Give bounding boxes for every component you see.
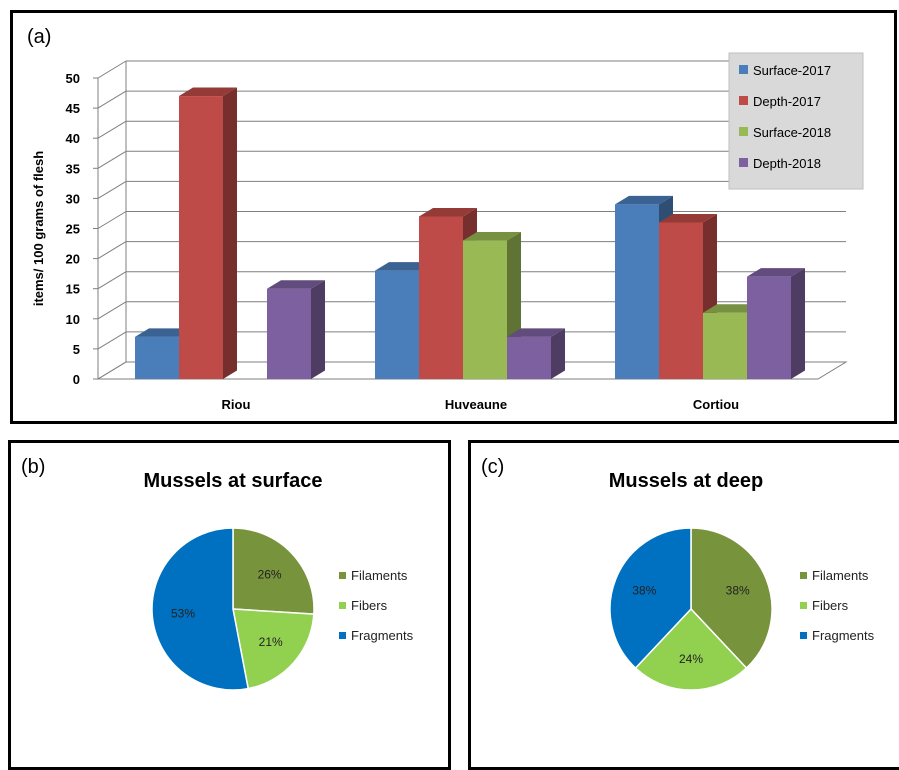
bar-side xyxy=(311,280,325,379)
legend-label: Fibers xyxy=(351,598,388,613)
bar-top xyxy=(375,262,433,271)
gridline-depth xyxy=(97,331,127,350)
legend-swatch xyxy=(739,65,748,74)
legend-label: Surface-2017 xyxy=(753,63,831,78)
bar-top xyxy=(747,268,805,277)
slice-label: 21% xyxy=(259,635,283,649)
gridline-depth xyxy=(97,60,127,79)
gridline-depth xyxy=(97,271,127,290)
gridline-depth xyxy=(97,301,127,320)
pie-slice xyxy=(232,527,315,615)
bar xyxy=(267,288,311,379)
bar-top xyxy=(615,195,673,205)
gridline-depth xyxy=(97,150,127,169)
legend-swatch xyxy=(739,127,748,136)
legend-swatch xyxy=(800,572,807,579)
bar xyxy=(615,204,659,379)
bar xyxy=(463,240,507,379)
bar xyxy=(375,270,419,379)
bar-top xyxy=(135,328,193,337)
panel-label: (b) xyxy=(21,456,45,478)
gridline-depth xyxy=(97,211,127,229)
legend-label: Fragments xyxy=(812,628,875,643)
bar-side xyxy=(551,328,565,379)
legend-label: Surface-2018 xyxy=(753,125,831,140)
legend-label: Filaments xyxy=(812,568,869,583)
pie-slice xyxy=(609,527,692,670)
legend-swatch xyxy=(800,602,807,609)
bar xyxy=(659,222,703,379)
legend-swatch xyxy=(339,602,346,609)
legend-swatch xyxy=(339,632,346,639)
pie-slice xyxy=(690,527,773,670)
bar xyxy=(703,312,747,379)
slice-label: 26% xyxy=(258,568,282,582)
y-tick-label: 40 xyxy=(66,131,80,146)
bar-top xyxy=(179,87,237,97)
legend-label: Depth-2017 xyxy=(753,94,821,109)
slice-label: 38% xyxy=(726,584,750,598)
bar xyxy=(419,216,463,379)
pie-chart-surface: (b) Mussels at surface 26% 21% 53% Filaments F… xyxy=(21,456,414,691)
y-tick-label: 35 xyxy=(66,161,80,176)
bar-top xyxy=(267,280,325,289)
pie-chart-deep-panel: (c) Mussels at deep 38% 24% 38% Filaments Fibe… xyxy=(468,440,899,770)
y-tick-label: 20 xyxy=(66,252,80,267)
legend-swatch xyxy=(339,572,346,579)
legend-swatch xyxy=(739,158,748,167)
legend-box xyxy=(728,52,864,190)
legend-label: Filaments xyxy=(351,568,408,583)
legend-label: Depth-2018 xyxy=(753,156,821,171)
chart-title: Mussels at deep xyxy=(609,470,764,492)
y-tick-label: 45 xyxy=(66,101,80,116)
y-tick-label: 10 xyxy=(66,312,80,327)
y-tick-label: 15 xyxy=(66,282,80,297)
bar xyxy=(747,276,791,379)
bar xyxy=(135,336,179,379)
bar-chart-panel: (a) 0 5 10 15 20 25 30 35 40 45 50 items/ 100 grams … xyxy=(10,10,897,424)
panel-label: (c) xyxy=(481,456,504,478)
bar-side xyxy=(223,87,237,379)
gridline-depth xyxy=(97,180,127,199)
bar-top xyxy=(507,328,565,337)
gridline-depth xyxy=(97,241,127,260)
legend-swatch xyxy=(800,632,807,639)
pie-chart-deep: (c) Mussels at deep 38% 24% 38% Filaments Fibe… xyxy=(481,456,875,691)
bar-top xyxy=(463,232,521,241)
bar-top xyxy=(659,213,717,223)
legend-label: Fibers xyxy=(812,598,849,613)
y-axis-label: items/ 100 grams of flesh xyxy=(31,151,46,306)
pie-chart-surface-panel: (b) Mussels at surface 26% 21% 53% Filaments F… xyxy=(8,440,451,770)
y-tick-label: 0 xyxy=(73,372,80,387)
bar xyxy=(507,336,551,379)
y-tick-label: 25 xyxy=(66,222,80,237)
bar-side xyxy=(791,268,805,379)
legend-swatch xyxy=(739,96,748,105)
x-tick-label: Riou xyxy=(222,397,251,412)
floor xyxy=(96,361,848,380)
bar-chart: (a) 0 5 10 15 20 25 30 35 40 45 50 items/ 100 grams … xyxy=(27,26,864,412)
gridline-depth xyxy=(97,90,127,109)
slice-label: 24% xyxy=(679,652,703,666)
gridline-depth xyxy=(97,120,127,139)
slice-label: 53% xyxy=(171,607,195,621)
x-tick-label: Cortiou xyxy=(693,397,739,412)
x-tick-label: Huveaune xyxy=(445,397,507,412)
pie-slice xyxy=(151,527,250,691)
chart-title: Mussels at surface xyxy=(144,470,323,492)
y-tick-label: 30 xyxy=(66,191,80,206)
y-tick-label: 50 xyxy=(66,71,80,86)
panel-label: (a) xyxy=(27,26,51,48)
slice-label: 38% xyxy=(632,584,656,598)
pie-slice xyxy=(634,607,748,691)
legend-label: Fragments xyxy=(351,628,414,643)
pie-slice xyxy=(232,608,315,690)
bar-top xyxy=(419,207,477,217)
bar xyxy=(179,96,223,379)
bar-top xyxy=(703,304,761,313)
y-tick-label: 5 xyxy=(73,342,80,357)
